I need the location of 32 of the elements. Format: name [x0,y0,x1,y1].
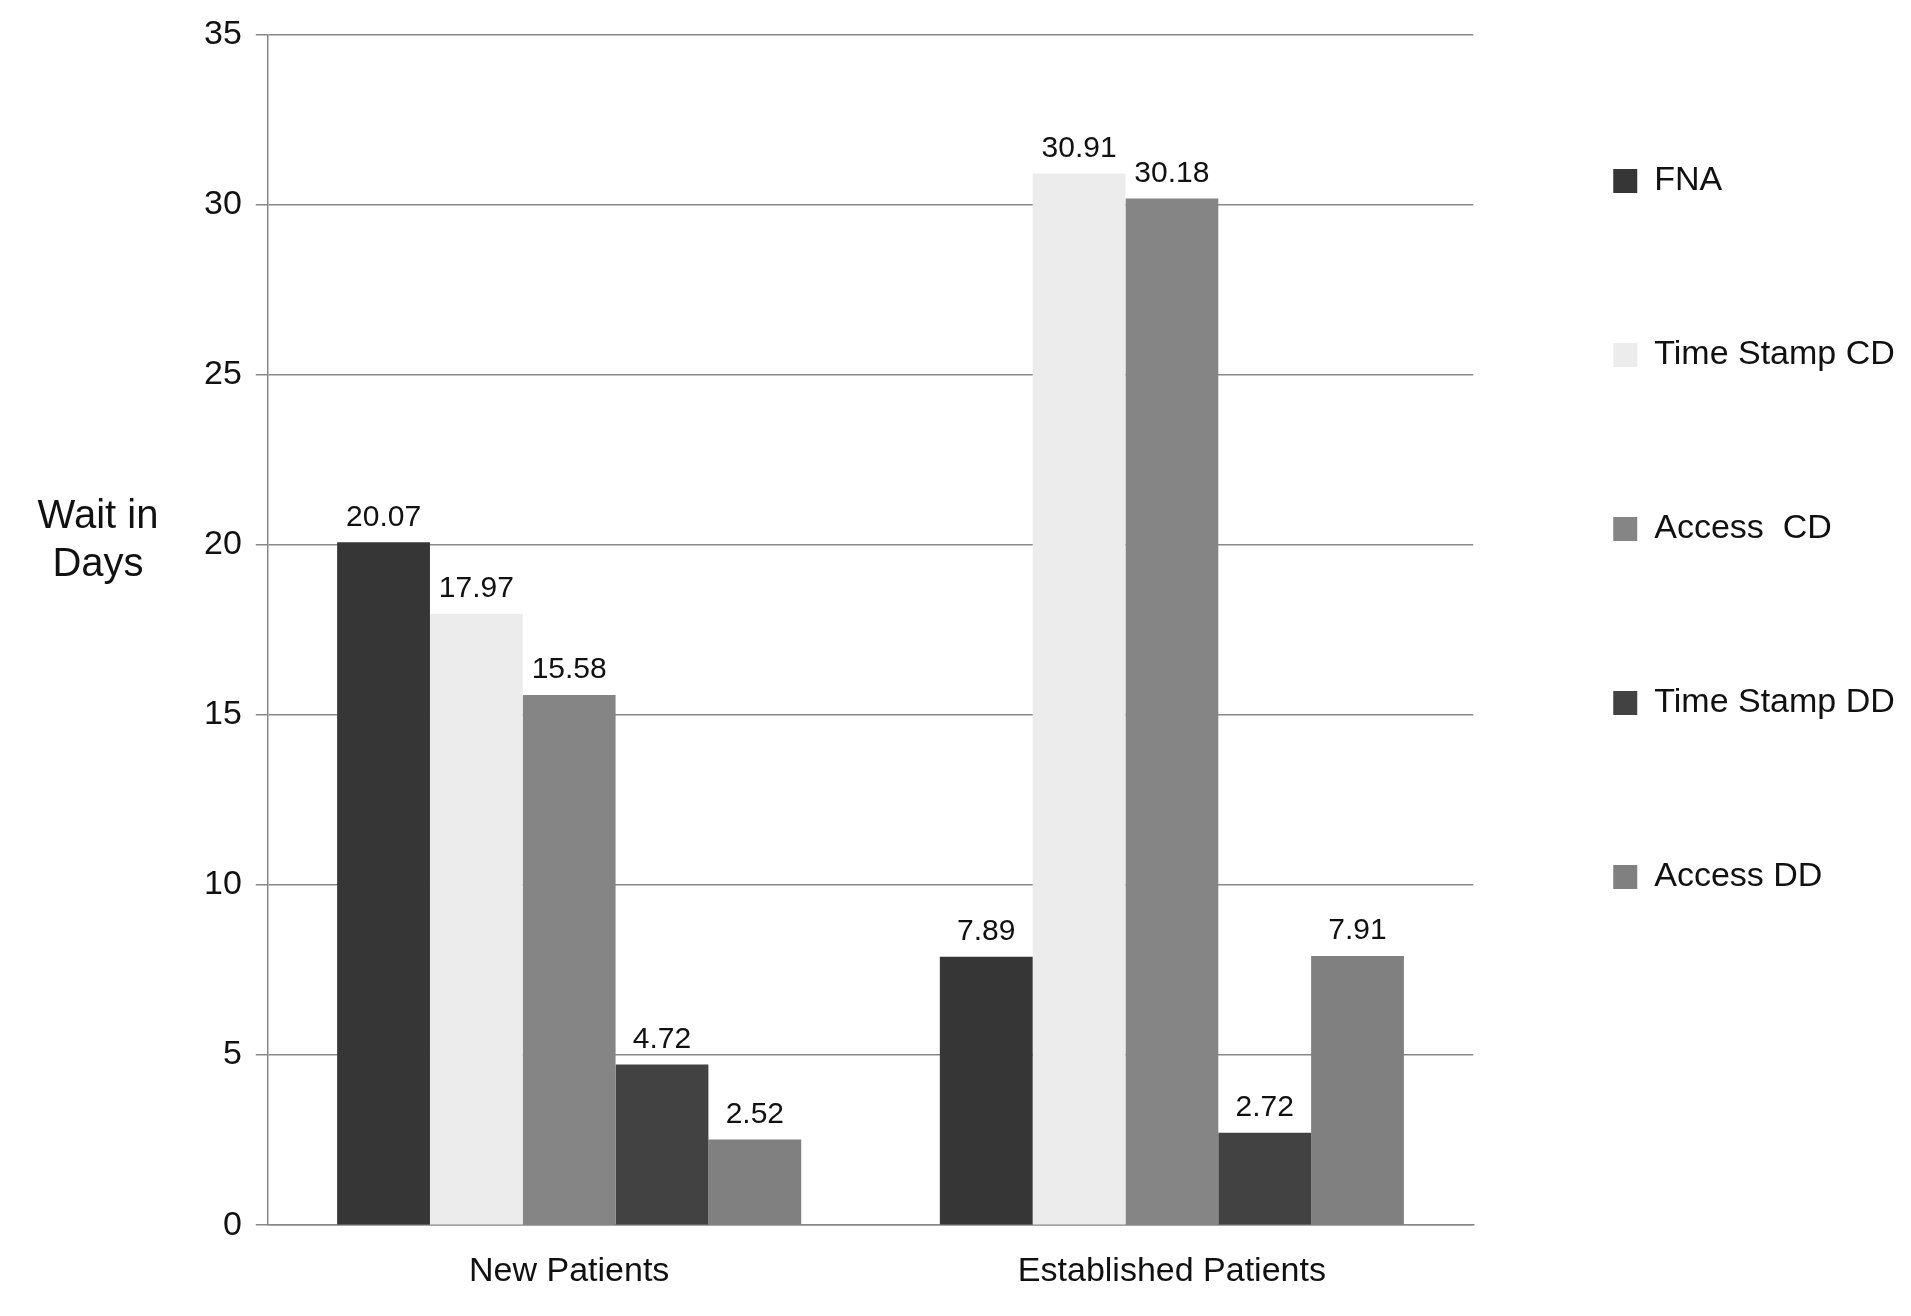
bar [939,956,1033,1225]
y-tick-label: 35 [203,12,242,51]
y-tick-label: 0 [222,1203,242,1242]
y-tick-label: 10 [203,863,242,902]
y-tick-label: 30 [203,182,242,221]
data-label: 7.91 [1328,912,1387,946]
bar [1218,1132,1312,1225]
legend-label: FNA [1654,159,1723,198]
data-label: 7.89 [957,913,1016,947]
data-label: 30.18 [1134,154,1210,188]
data-label: 20.07 [346,498,422,532]
y-tick-label: 25 [203,353,242,391]
x-tick-label: New Patients [469,1249,670,1288]
legend-label: Time Stamp CD [1654,333,1895,372]
bar [429,613,523,1225]
legend-label: Access CD [1654,507,1832,546]
y-tick-label: 15 [203,693,242,732]
data-label: 2.52 [725,1095,785,1129]
y-tick-label: 20 [203,523,242,562]
x-tick-label: Established Patients [1017,1249,1326,1288]
y-axis-title: Wait in Days [36,491,160,586]
bar [337,542,430,1225]
data-label: 2.72 [1235,1088,1294,1122]
legend-label: Time Stamp DD [1654,681,1895,720]
data-label: 30.91 [1041,129,1117,163]
data-label: 15.58 [531,651,607,685]
data-label: 4.72 [632,1020,692,1054]
bar [615,1064,709,1225]
data-label: 17.97 [438,570,514,604]
y-tick-label: 5 [222,1033,242,1072]
legend-label: Access DD [1654,855,1823,894]
bar [1032,173,1126,1225]
